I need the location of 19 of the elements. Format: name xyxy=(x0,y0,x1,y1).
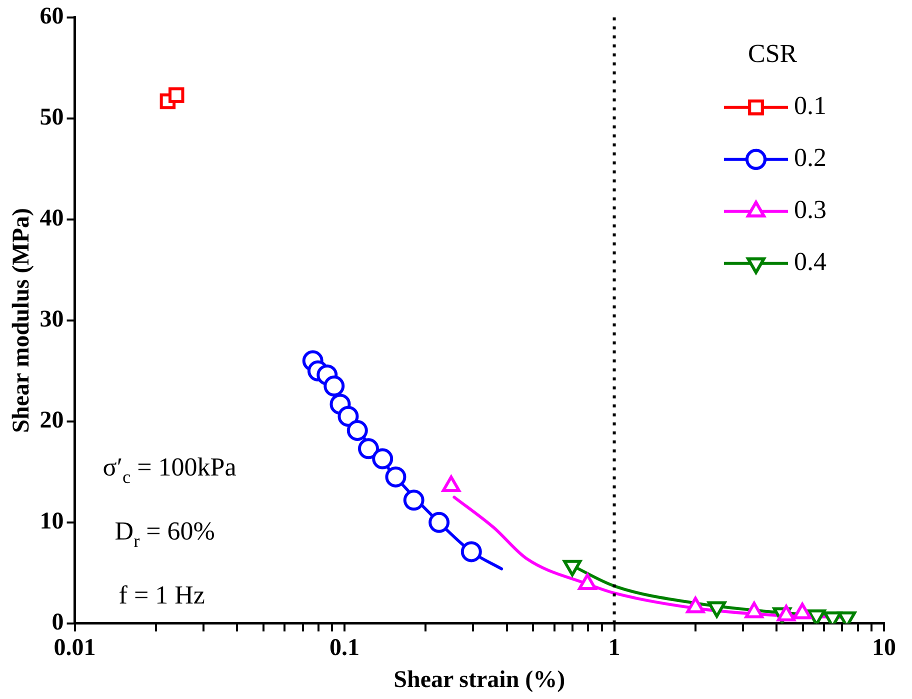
y-tick-label: 40 xyxy=(40,206,64,232)
y-tick-label: 50 xyxy=(40,104,64,131)
y-tick-label: 10 xyxy=(40,508,64,535)
y-tick-label: 30 xyxy=(40,306,64,333)
x-tick-label: 0.01 xyxy=(54,635,96,662)
legend-label: 0.3 xyxy=(794,195,826,224)
y-axis-title: Shear modulus (MPa) xyxy=(8,208,35,433)
annotation: f = 1 Hz xyxy=(118,580,205,610)
x-tick-label: 0.1 xyxy=(330,635,360,662)
y-tick-label: 0 xyxy=(52,610,64,636)
y-tick-label: 60 xyxy=(40,4,64,30)
legend-label: 0.4 xyxy=(794,247,826,276)
x-tick-label: 10 xyxy=(872,635,896,662)
x-tick-label: 1 xyxy=(608,635,620,662)
legend-label: 0.1 xyxy=(794,91,826,120)
x-axis-title: Shear strain (%) xyxy=(394,666,566,693)
legend-label: 0.2 xyxy=(794,143,826,172)
y-tick-label: 20 xyxy=(40,408,64,434)
legend-title: CSR xyxy=(748,39,798,68)
